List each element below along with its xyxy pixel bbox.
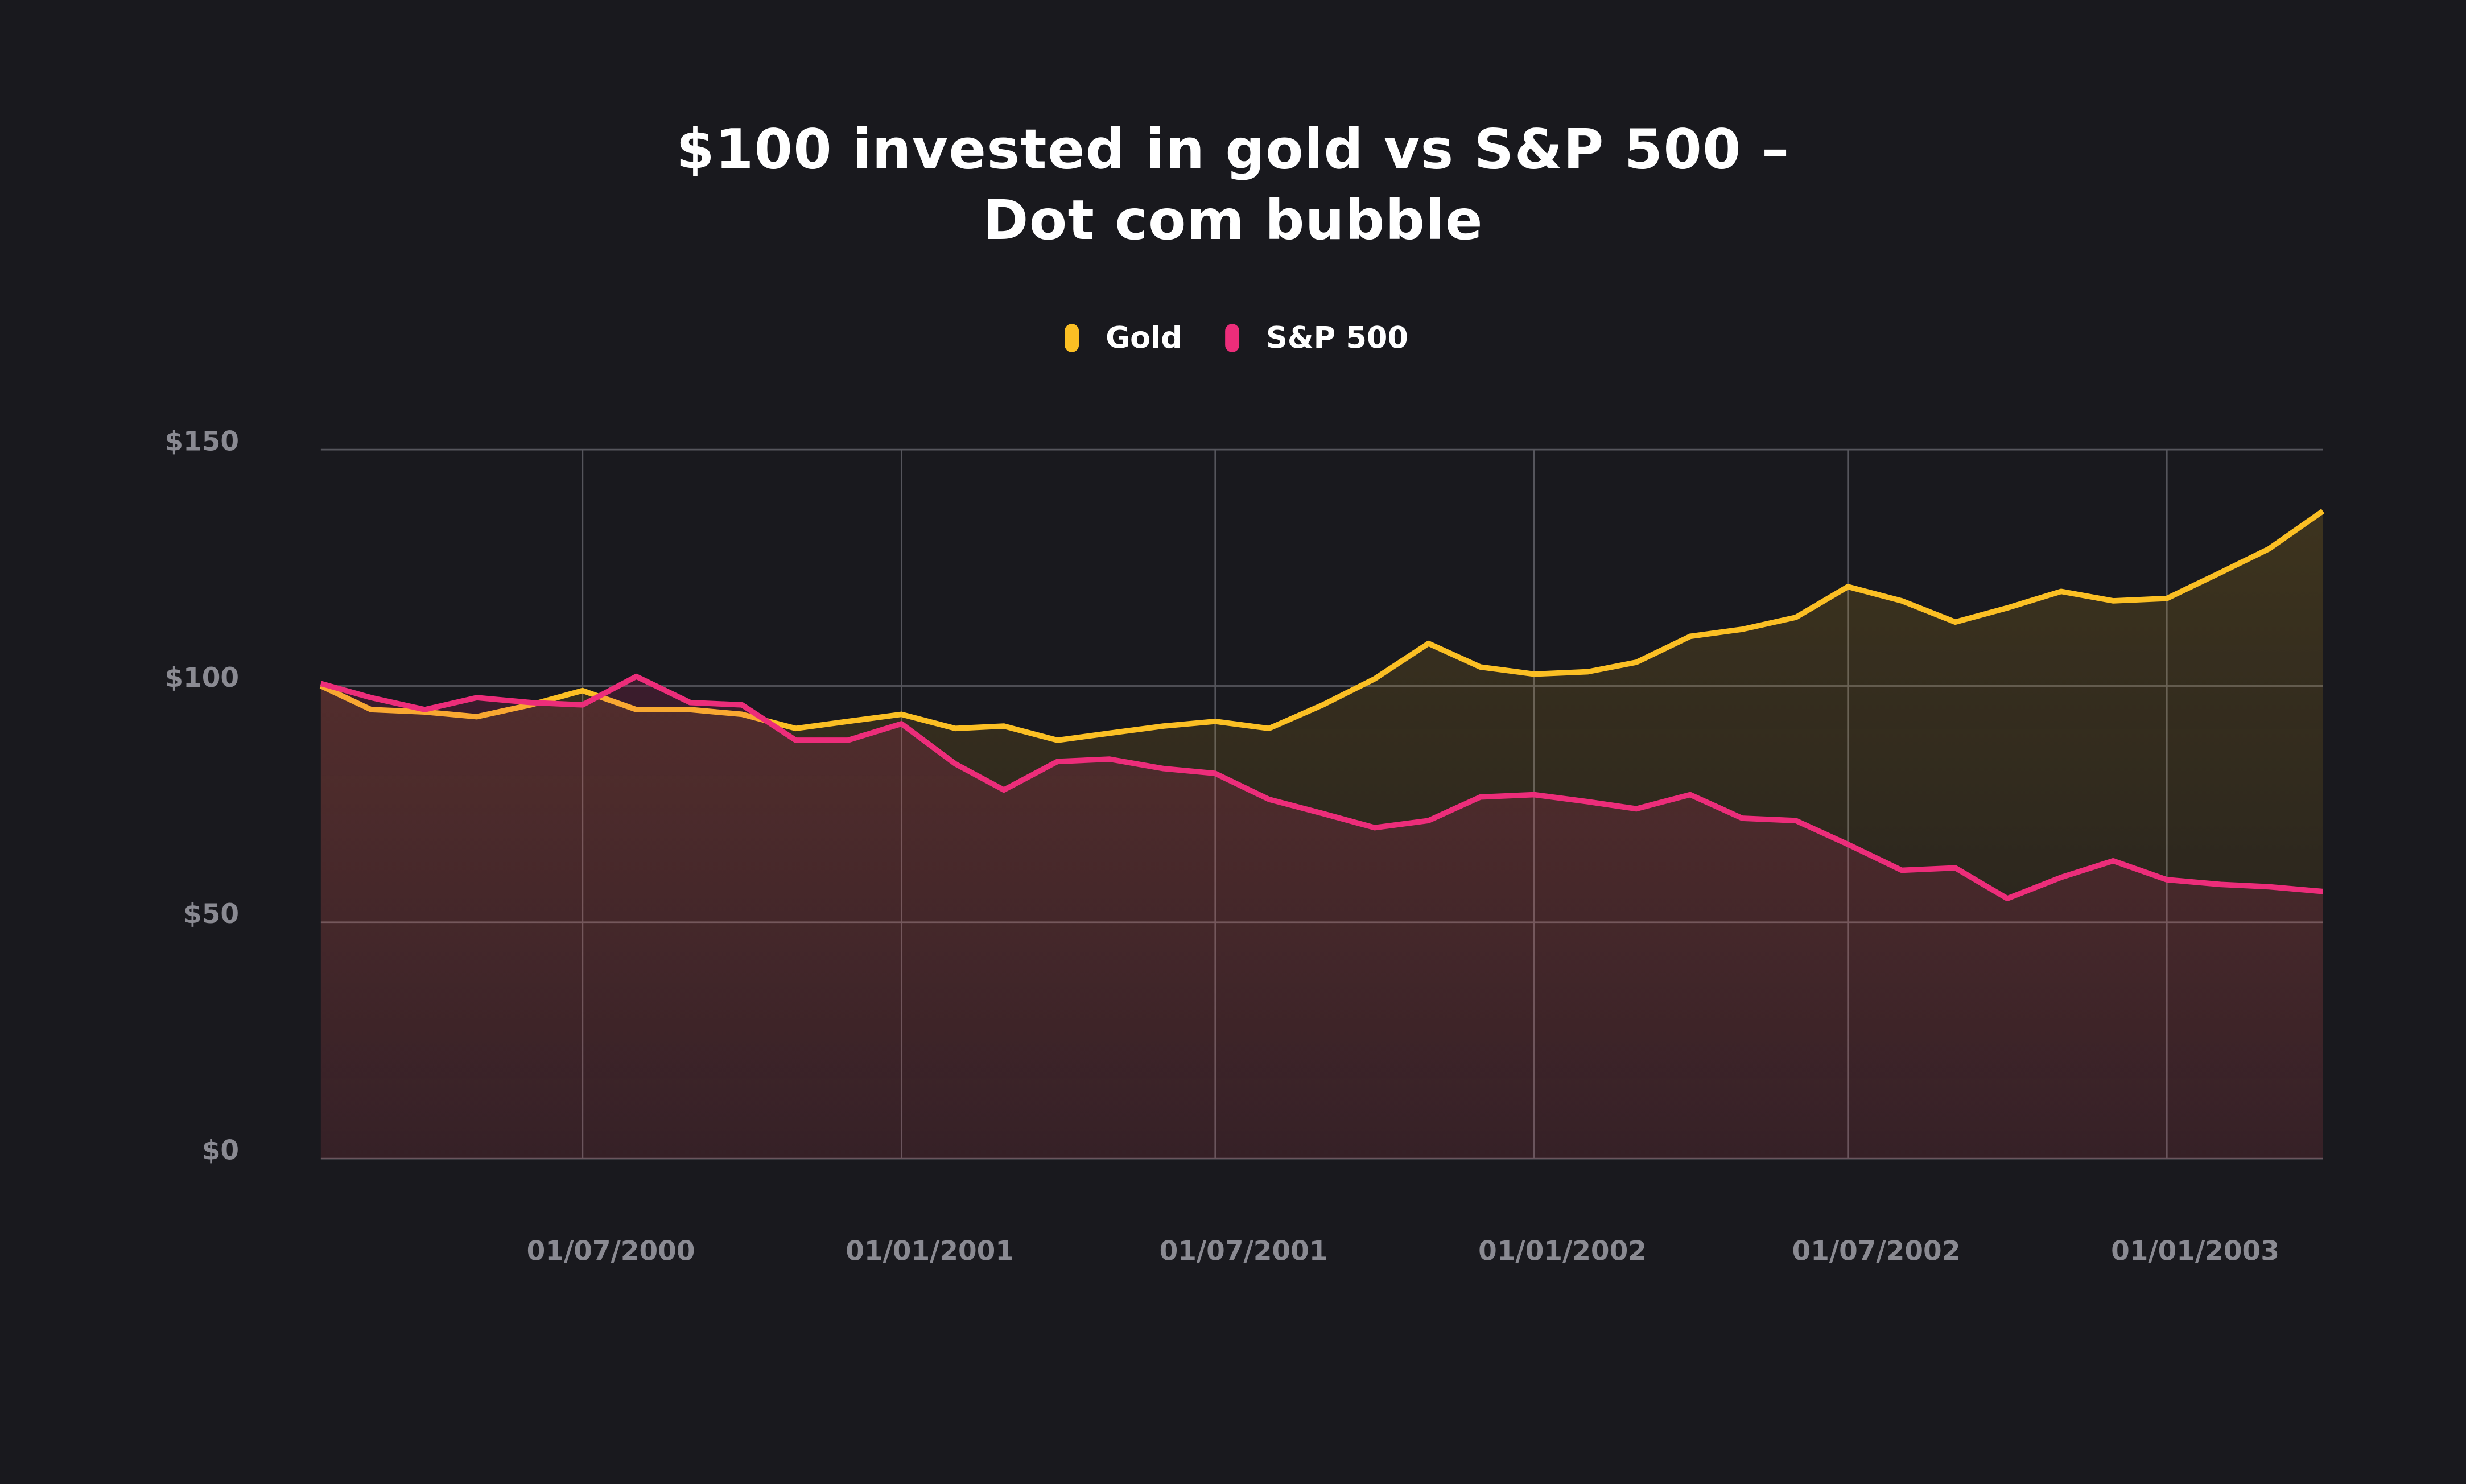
- line: [320, 673, 2323, 901]
- area: [320, 676, 2323, 1159]
- x-tick-label: 01/01/2002: [1478, 1235, 1647, 1267]
- y-tick-label: $50: [183, 898, 239, 930]
- legend-marker: [1065, 324, 1079, 352]
- legend-label: S&P 500: [1266, 320, 1408, 355]
- x-tick-label: 01/07/2001: [1160, 1235, 1328, 1267]
- legend-marker: [1225, 324, 1240, 352]
- y-tick-label: $0: [202, 1135, 239, 1166]
- x-tick-label: 01/01/2003: [2111, 1235, 2279, 1267]
- y-tick-label: $100: [164, 662, 239, 694]
- x-tick-label: 01/07/2000: [527, 1235, 695, 1267]
- chart-title: $100 invested in gold vs S&P 500 – Dot c…: [676, 119, 1790, 253]
- x-tick-label: 01/01/2001: [846, 1235, 1014, 1267]
- legend-label: Gold: [1106, 320, 1182, 355]
- x-tick-label: 01/07/2002: [1792, 1235, 1961, 1267]
- y-tick-label: $150: [164, 426, 239, 457]
